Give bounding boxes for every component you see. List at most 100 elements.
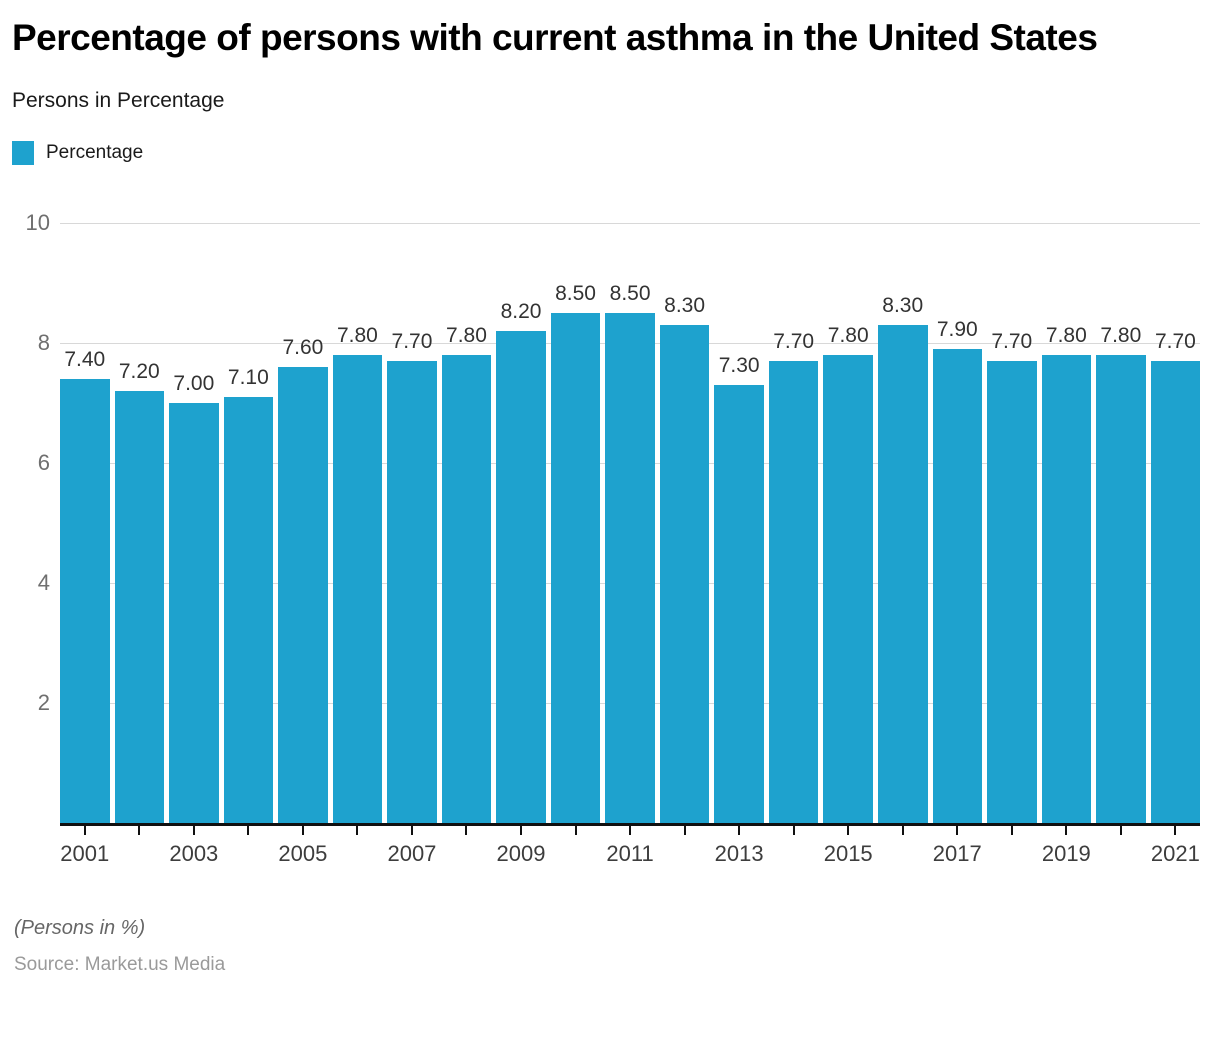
tick-mark-2016 [901, 825, 904, 835]
bar-series: 7.40 7.20 7.00 7.10 7.60 7.80 7.70 7.80 8.20 8.50… [60, 223, 1201, 823]
tick-mark-2008 [465, 825, 468, 835]
tick-cell-2013 [714, 825, 764, 835]
bar-value-label-2001: 7.40 [64, 347, 106, 371]
tick-cell-2018 [987, 825, 1037, 835]
x-axis-label-2009: 2009 [496, 840, 546, 866]
tick-mark-2007 [410, 825, 413, 835]
tick-mark-2006 [356, 825, 359, 835]
tick-cell-2019 [1042, 825, 1092, 835]
x-axis-label-2013: 2013 [714, 840, 764, 866]
tick-mark-2021 [1174, 825, 1177, 835]
x-axis-label-2012 [660, 841, 710, 867]
bar-2001: 7.40 [60, 348, 110, 823]
legend-label: Percentage [46, 141, 144, 163]
tick-cell-2004 [224, 825, 274, 835]
x-axis-label-2016 [878, 841, 928, 867]
chart-footer: (Persons in %) Source: Market.us Media [14, 917, 1210, 976]
bar-value-label-2002: 7.20 [118, 359, 160, 383]
legend-swatch-percentage [12, 140, 34, 165]
bar-2004: 7.10 [223, 366, 274, 823]
bar-value-label-2013: 7.30 [718, 353, 760, 377]
bar-value-label-2018: 7.70 [991, 329, 1033, 353]
bar-2006: 7.80 [332, 324, 383, 823]
bar-value-label-2008: 7.80 [446, 323, 487, 347]
tick-mark-2002 [138, 825, 141, 835]
tick-cell-2006 [333, 825, 383, 835]
source-credit: Source: Market.us Media [14, 953, 226, 975]
chart-title: Percentage of persons with current asthm… [12, 17, 1098, 58]
tick-cell-2014 [769, 825, 819, 835]
tick-cell-2016 [878, 825, 928, 835]
bar-value-label-2010: 8.50 [555, 281, 596, 305]
bar-2007: 7.70 [387, 330, 437, 823]
chart-subtitle: Persons in Percentage [12, 88, 225, 112]
tick-cell-2010 [551, 825, 601, 835]
x-axis-label-2007: 2007 [387, 840, 437, 866]
bar-value-label-2004: 7.10 [227, 365, 269, 389]
bar-2016: 8.30 [877, 294, 928, 823]
x-axis-label-2011: 2011 [606, 840, 654, 866]
bar-2015: 7.80 [823, 324, 873, 823]
bar-value-label-2020: 7.80 [1100, 323, 1142, 347]
tick-cell-2007 [387, 825, 437, 835]
x-axis-label-2008 [442, 841, 492, 867]
tick-mark-2003 [192, 825, 195, 835]
bar-2013: 7.30 [714, 354, 764, 823]
tick-cell-2015 [823, 825, 873, 835]
tick-mark-2012 [683, 825, 686, 835]
bar-2017: 7.90 [932, 318, 983, 823]
bar-value-label-2017: 7.90 [936, 317, 978, 341]
legend: Percentage [12, 140, 1210, 165]
bar-value-label-2021: 7.70 [1154, 329, 1196, 353]
tick-cell-2003 [169, 825, 219, 835]
y-axis-label-8: 8 [37, 329, 50, 355]
x-axis-label-2006 [333, 841, 383, 867]
tick-mark-2014 [792, 825, 795, 835]
tick-mark-2004 [247, 825, 250, 835]
x-axis-label-2004 [224, 841, 274, 867]
x-axis-label-2019: 2019 [1041, 840, 1091, 866]
tick-cell-2009 [496, 825, 546, 835]
asthma-chart-page: Percentage of persons with current asthm… [12, 17, 1210, 976]
bar-2018: 7.70 [987, 330, 1037, 823]
bar-2009: 8.20 [496, 300, 546, 823]
x-axis-label-2001: 2001 [60, 840, 110, 866]
bar-value-label-2012: 8.30 [664, 293, 706, 317]
x-axis-label-2014 [769, 841, 819, 867]
x-axis-label-2005: 2005 [278, 840, 328, 866]
tick-cell-2011 [605, 825, 655, 835]
tick-cell-2001 [60, 825, 110, 835]
unit-note: (Persons in %) [14, 916, 146, 939]
x-axis-label-2018 [987, 841, 1037, 867]
bar-value-label-2014: 7.70 [773, 329, 815, 353]
bar-value-label-2019: 7.80 [1045, 323, 1087, 347]
bar-value-label-2005: 7.60 [282, 335, 324, 359]
tick-cell-2002 [115, 825, 165, 835]
tick-cell-2008 [442, 825, 492, 835]
x-axis-label-2010 [551, 841, 601, 867]
bar-2014: 7.70 [768, 330, 819, 823]
tick-mark-2018 [1010, 825, 1013, 835]
x-axis-label-2020 [1096, 841, 1146, 867]
y-axis-label-6: 6 [37, 449, 50, 475]
x-axis-labels: 2001 2003 2005 2007 2009 2011 2013 2015 2017 2019… [60, 841, 1200, 867]
x-axis-label-2021: 2021 [1150, 840, 1200, 866]
y-axis-label-2: 2 [37, 689, 50, 715]
tick-mark-2019 [1065, 825, 1068, 835]
tick-mark-2009 [520, 825, 523, 835]
bar-2008: 7.80 [441, 324, 492, 823]
bar-2002: 7.20 [114, 360, 165, 823]
bar-2010: 8.50 [550, 282, 601, 823]
x-axis-label-2002 [115, 841, 165, 867]
tick-mark-2015 [847, 825, 850, 835]
tick-mark-2013 [738, 825, 741, 835]
bar-value-label-2011: 8.50 [609, 281, 651, 305]
tick-mark-2017 [956, 825, 959, 835]
bar-2021: 7.70 [1150, 330, 1201, 823]
bar-value-label-2015: 7.80 [827, 323, 869, 347]
plot-area: 2 4 6 8 10 7.40 7.20 7.00 7.10 7.60 7.80 7.70 7.80 8… [26, 211, 1201, 823]
x-axis-label-2003: 2003 [169, 840, 219, 866]
tick-mark-2020 [1119, 825, 1122, 835]
tick-mark-2005 [301, 825, 304, 835]
bar-value-label-2007: 7.70 [391, 329, 433, 353]
